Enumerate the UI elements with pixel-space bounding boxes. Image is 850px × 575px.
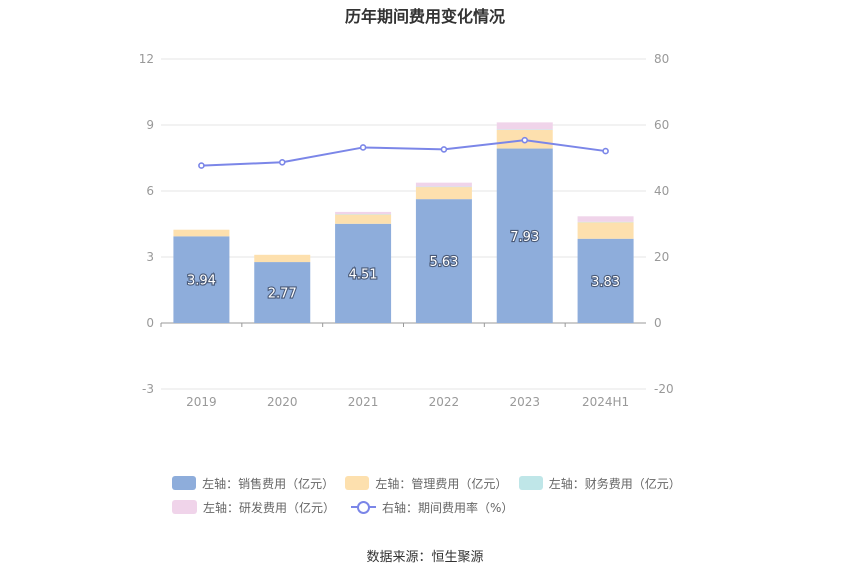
right-axis-tick-label: 0: [654, 316, 662, 330]
rate-line-series: [198, 136, 609, 169]
legend-row-2: 左轴：研发费用（亿元） 右轴：期间费用率（%）: [172, 496, 692, 518]
left-axis-tick-label: 9: [146, 118, 154, 132]
bar-sales: [577, 238, 634, 323]
bar-admin: [254, 254, 311, 263]
bar-value-label: 5.63: [429, 255, 458, 270]
x-axis-tick-label: 2021: [348, 395, 379, 409]
legend-item-rate[interactable]: 右轴：期间费用率（%）: [351, 499, 513, 516]
bar-rd: [335, 211, 392, 215]
bar-finance: [496, 129, 553, 130]
legend-swatch-rate-icon: [351, 500, 377, 514]
rate-point: [278, 158, 286, 166]
right-axis-tick-label: -20: [654, 382, 674, 396]
rate-point: [521, 136, 529, 144]
bar-sales: [496, 148, 553, 323]
x-axis-tick-label: 2024H1: [582, 395, 629, 409]
right-axis-tick-label: 80: [654, 52, 669, 66]
bar-rd: [496, 122, 553, 130]
bar-admin: [173, 229, 230, 237]
chart-canvas: 12 9 6 3 0 -3 80 60 40 20 0 -20 3.94 2.77 4.51 5.63 7.…: [139, 52, 674, 409]
bar-admin: [415, 187, 472, 200]
left-axis-tick-label: 3: [146, 250, 154, 264]
legend-row-1: 左轴：销售费用（亿元） 左轴：管理费用（亿元） 左轴：财务费用（亿元）: [172, 472, 692, 494]
data-source: 数据来源：恒生聚源: [366, 550, 484, 565]
right-axis-tick-label: 40: [654, 184, 669, 198]
bar-sales: [415, 199, 472, 323]
stacked-bars: [173, 122, 634, 323]
rate-point: [602, 147, 609, 155]
left-axis-tick-label: 12: [139, 52, 154, 66]
chart-title: 历年期间费用变化情况: [344, 7, 505, 26]
left-axis-tick-label: 0: [146, 316, 154, 330]
legend-label-admin: 左轴：管理费用（亿元）: [375, 476, 508, 491]
rate-line: [201, 139, 606, 167]
bar-value-label: 2.77: [268, 287, 297, 302]
left-axis-tick-label: 6: [146, 184, 154, 198]
bar-value-label: 7.93: [510, 230, 539, 245]
grid-lines: [161, 58, 646, 390]
left-axis-ticks: 12 9 6 3 0 -3: [139, 52, 154, 396]
right-axis-tick-label: 20: [654, 250, 669, 264]
legend-swatch-admin: [345, 476, 370, 490]
bar-value-label: 4.51: [349, 267, 378, 282]
bar-value-label: 3.83: [591, 275, 620, 290]
bar-value-label: 3.94: [187, 274, 216, 289]
legend-label-rate: 右轴：期间费用率（%）: [382, 500, 514, 515]
bar-sales: [335, 223, 392, 323]
bar-value-labels: 3.94 2.77 4.51 5.63 7.93 3.83: [186, 229, 621, 303]
legend-label-rd: 左轴：研发费用（亿元）: [203, 500, 336, 515]
bar-sales: [173, 236, 230, 323]
left-axis-tick-label: -3: [142, 382, 154, 396]
bar-rd: [415, 182, 472, 187]
right-axis-tick-label: 60: [654, 118, 669, 132]
rate-point: [198, 162, 205, 169]
bar-admin: [335, 214, 392, 224]
x-axis-tick-label: 2019: [186, 395, 217, 409]
right-axis-ticks: 80 60 40 20 0 -20: [654, 52, 674, 396]
x-axis-tick-label: 2022: [429, 395, 460, 409]
x-axis-tick-label: 2023: [509, 395, 540, 409]
legend-item-rd[interactable]: 左轴：研发费用（亿元）: [172, 499, 335, 516]
legend-swatch-finance: [518, 476, 543, 490]
bar-finance: [577, 221, 634, 223]
x-axis-tick-label: 2020: [267, 395, 298, 409]
rate-point: [440, 146, 448, 153]
legend-item-admin[interactable]: 左轴：管理费用（亿元）: [345, 475, 508, 492]
x-axis-ticks: 2019 2020 2021 2022 2023 2024H1: [160, 323, 629, 409]
bar-finance: [415, 186, 472, 188]
legend-swatch-rd: [172, 500, 197, 514]
bar-finance: [335, 214, 392, 215]
legend-swatch-sales: [172, 476, 197, 490]
bar-rd: [577, 216, 634, 222]
legend-label-sales: 左轴：销售费用（亿元）: [202, 476, 335, 491]
rate-point: [359, 144, 367, 151]
bar-sales: [254, 262, 311, 323]
legend-item-sales[interactable]: 左轴：销售费用（亿元）: [172, 475, 335, 492]
legend-label-finance: 左轴：财务费用（亿元）: [548, 476, 681, 491]
legend-item-finance[interactable]: 左轴：财务费用（亿元）: [518, 475, 681, 492]
bar-admin: [577, 222, 634, 239]
legend: 左轴：销售费用（亿元） 左轴：管理费用（亿元） 左轴：财务费用（亿元） 左轴：研…: [172, 472, 692, 520]
